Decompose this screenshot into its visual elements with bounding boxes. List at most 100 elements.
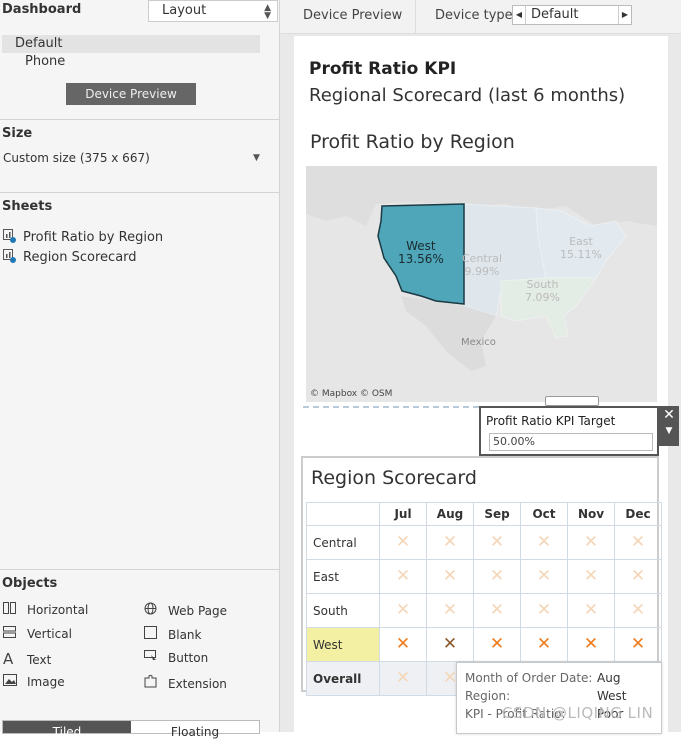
button-icon xyxy=(144,650,162,666)
watermark: CSDN @LIQING LIN xyxy=(502,704,654,722)
kpi-mark[interactable]: ✕ xyxy=(489,600,505,620)
table-row: Central ✕ ✕ ✕ ✕ ✕ ✕ xyxy=(306,525,662,560)
sheet-item-profit-ratio[interactable]: Profit Ratio by Region xyxy=(3,229,163,247)
object-extension[interactable]: Extension xyxy=(144,674,227,692)
tooltip-region-value: West xyxy=(597,689,627,703)
kpi-mark[interactable]: ✕ xyxy=(630,532,646,552)
layout-tab[interactable]: Layout ▲ ▼ xyxy=(148,0,278,22)
kpi-mark[interactable]: ✕ xyxy=(395,668,411,688)
kpi-mark[interactable]: ✕ xyxy=(442,600,458,620)
chevron-right-icon[interactable]: ▶ xyxy=(618,6,631,24)
dashboard-tab[interactable]: Dashboard xyxy=(2,2,82,17)
dashboard-subtitle: Regional Scorecard (last 6 months) xyxy=(309,85,626,106)
month-header[interactable]: Aug xyxy=(426,502,474,526)
kpi-mark[interactable]: ✕ xyxy=(395,566,411,586)
kpi-mark[interactable]: ✕ xyxy=(630,600,646,620)
object-button[interactable]: Button xyxy=(144,650,208,666)
dropdown-arrow-icon[interactable]: ▼ xyxy=(253,153,260,163)
object-horizontal[interactable]: Horizontal xyxy=(3,602,88,618)
device-type-select[interactable]: ◀ Default ▶ xyxy=(512,5,632,25)
object-blank[interactable]: Blank xyxy=(144,626,201,643)
object-vertical[interactable]: Vertical xyxy=(3,626,72,642)
map-region-east xyxy=(535,207,627,282)
object-web-page[interactable]: Web Page xyxy=(144,602,227,619)
object-label: Extension xyxy=(168,677,227,691)
object-image[interactable]: Image xyxy=(3,674,65,690)
close-icon[interactable]: ✕ xyxy=(663,407,675,423)
sheet-used-icon xyxy=(3,229,16,243)
kpi-mark[interactable]: ✕ xyxy=(536,600,552,620)
parameter-input[interactable]: 50.00% xyxy=(489,433,653,451)
kpi-mark[interactable]: ✕ xyxy=(536,634,552,654)
tooltip-month-label: Month of Order Date: xyxy=(465,671,593,685)
device-preview-tab[interactable]: Device Preview xyxy=(303,8,403,23)
scorecard-title: Region Scorecard xyxy=(311,467,477,489)
kpi-mark[interactable]: ✕ xyxy=(442,566,458,586)
object-text[interactable]: A Text xyxy=(3,650,51,668)
layout-tab-label: Layout xyxy=(162,3,207,18)
kpi-mark[interactable]: ✕ xyxy=(583,634,599,654)
kpi-mark[interactable]: ✕ xyxy=(395,634,411,654)
row-header[interactable]: West xyxy=(306,627,380,662)
tooltip-kpi-label: KPI - Profit Ratio: xyxy=(465,707,566,721)
kpi-mark[interactable]: ✕ xyxy=(583,532,599,552)
month-header[interactable]: Oct xyxy=(520,502,568,526)
dashboard-side-panel: Dashboard Layout ▲ ▼ Default Phone Device… xyxy=(0,0,280,739)
tooltip-kpi-value: Poor xyxy=(597,707,624,721)
object-label: Horizontal xyxy=(27,603,89,617)
map-label-east: East 15.11% xyxy=(560,235,602,261)
blank-icon xyxy=(144,626,162,643)
map-label-central: Central 9.99% xyxy=(462,252,503,278)
object-label: Button xyxy=(168,651,209,665)
map-attribution[interactable]: © Mapbox © OSM xyxy=(310,389,393,399)
month-header[interactable]: Jul xyxy=(379,502,427,526)
device-type-value: Default xyxy=(531,7,579,22)
sheets-section-title: Sheets xyxy=(2,199,53,214)
row-header[interactable]: Central xyxy=(306,525,380,560)
map-title: Profit Ratio by Region xyxy=(310,131,515,153)
row-header[interactable]: Overall xyxy=(306,661,380,696)
device-item-phone[interactable]: Phone xyxy=(25,54,66,69)
month-header[interactable]: Dec xyxy=(614,502,662,526)
table-row-selected: West ✕ ✕ ✕ ✕ ✕ ✕ xyxy=(306,627,662,662)
kpi-mark[interactable]: ✕ xyxy=(489,532,505,552)
tab-floating[interactable]: Floating xyxy=(131,721,259,739)
kpi-mark[interactable]: ✕ xyxy=(489,634,505,654)
text-icon: A xyxy=(3,650,14,668)
row-header[interactable]: East xyxy=(306,559,380,594)
move-handle[interactable] xyxy=(545,396,599,406)
vertical-icon xyxy=(3,626,21,642)
month-header[interactable]: Nov xyxy=(567,502,615,526)
region-map[interactable]: West 13.56% Central 9.99% East 15.11% South… xyxy=(306,166,657,402)
device-preview-button[interactable]: Device Preview xyxy=(66,83,196,105)
kpi-mark[interactable]: ✕ xyxy=(630,634,646,654)
kpi-mark[interactable]: ✕ xyxy=(583,566,599,586)
kpi-mark[interactable]: ✕ xyxy=(395,600,411,620)
row-header[interactable]: South xyxy=(306,593,380,628)
device-preview-toolbar: Device Preview Device type ◀ Default ▶ xyxy=(280,0,681,34)
kpi-mark[interactable]: ✕ xyxy=(442,668,458,688)
more-options-icon[interactable]: ▼ xyxy=(665,426,673,436)
month-header[interactable]: Sep xyxy=(473,502,521,526)
kpi-mark[interactable]: ✕ xyxy=(489,566,505,586)
sheet-item-label: Profit Ratio by Region xyxy=(23,230,164,245)
sheet-item-label: Region Scorecard xyxy=(23,250,137,265)
corner-cell xyxy=(306,502,380,526)
kpi-mark[interactable]: ✕ xyxy=(536,566,552,586)
kpi-mark[interactable]: ✕ xyxy=(536,532,552,552)
size-dropdown[interactable]: Custom size (375 x 667) xyxy=(3,151,150,165)
sheet-item-region-scorecard[interactable]: Region Scorecard xyxy=(3,249,137,267)
tooltip-month-value: Aug xyxy=(597,671,621,685)
kpi-mark[interactable]: ✕ xyxy=(395,532,411,552)
mark-tooltip: Month of Order Date: Aug Region: West KP… xyxy=(456,662,662,734)
device-item-default[interactable]: Default xyxy=(2,35,260,53)
tab-tiled[interactable]: Tiled xyxy=(3,721,131,739)
kpi-mark[interactable]: ✕ xyxy=(442,532,458,552)
device-type-label: Device type xyxy=(435,8,513,23)
chevron-left-icon[interactable]: ◀ xyxy=(513,6,526,24)
kpi-mark-hovered[interactable]: ✕ xyxy=(442,634,458,654)
kpi-mark[interactable]: ✕ xyxy=(630,566,646,586)
map-label-west: West 13.56% xyxy=(398,239,444,266)
object-label: Blank xyxy=(168,628,202,642)
kpi-mark[interactable]: ✕ xyxy=(583,600,599,620)
